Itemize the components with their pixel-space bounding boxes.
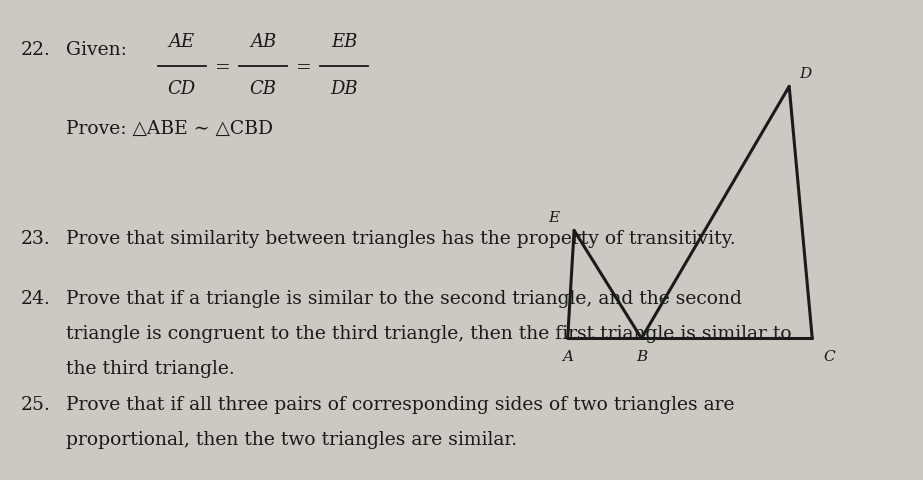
Text: the third triangle.: the third triangle. [66, 360, 235, 377]
Text: Prove: △ABE ∼ △CBD: Prove: △ABE ∼ △CBD [66, 120, 273, 138]
Text: AB: AB [250, 34, 276, 51]
Text: EB: EB [331, 34, 357, 51]
Text: Given:: Given: [66, 41, 127, 59]
Text: 25.: 25. [20, 396, 50, 414]
Text: E: E [548, 211, 559, 226]
Text: =: = [214, 59, 231, 77]
Text: proportional, then the two triangles are similar.: proportional, then the two triangles are… [66, 431, 518, 448]
Text: AE: AE [169, 34, 195, 51]
Text: triangle is congruent to the third triangle, then the first triangle is similar : triangle is congruent to the third trian… [66, 325, 792, 343]
Text: CB: CB [249, 80, 277, 98]
Text: 22.: 22. [20, 41, 50, 59]
Text: Prove that if a triangle is similar to the second triangle, and the second: Prove that if a triangle is similar to t… [66, 290, 742, 308]
Text: Prove that similarity between triangles has the property of transitivity.: Prove that similarity between triangles … [66, 230, 736, 249]
Text: DB: DB [330, 80, 358, 98]
Text: B: B [636, 349, 647, 364]
Text: D: D [799, 67, 812, 82]
Text: 23.: 23. [20, 230, 50, 249]
Text: C: C [823, 349, 834, 364]
Text: A: A [562, 349, 573, 364]
Text: 24.: 24. [20, 290, 50, 308]
Text: =: = [295, 59, 312, 77]
Text: CD: CD [168, 80, 196, 98]
Text: Prove that if all three pairs of corresponding sides of two triangles are: Prove that if all three pairs of corresp… [66, 396, 735, 414]
